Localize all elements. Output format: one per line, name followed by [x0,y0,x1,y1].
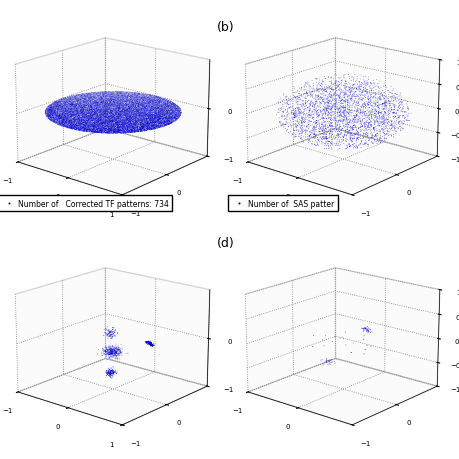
Legend: Number of  SAS patter: Number of SAS patter [227,196,337,211]
Text: (b): (b) [216,21,234,34]
Text: (d): (d) [216,236,234,249]
Legend: Number of   Corrected TF patterns: 734: Number of Corrected TF patterns: 734 [0,196,172,211]
